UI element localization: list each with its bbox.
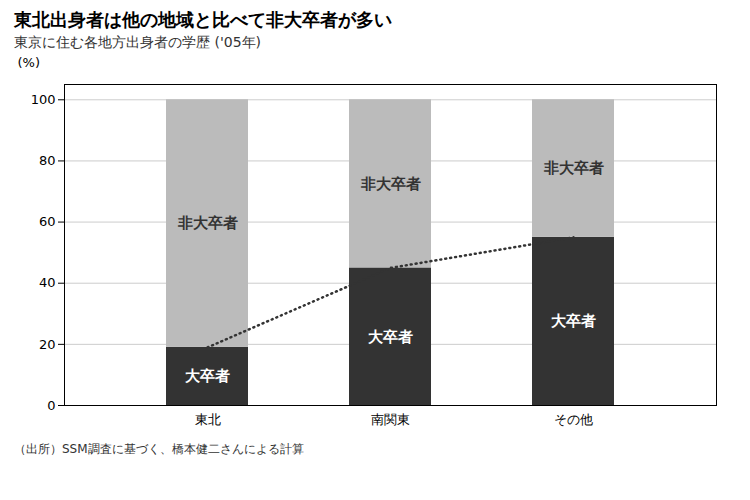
html-text:東京に住む各地方出身者の学歴 ('05年): 東京に住む各地方出身者の学歴 ('05年) [14, 34, 261, 50]
svg-text:非大卒者: 非大卒者 [543, 159, 604, 177]
svg-text:東北: 東北 [195, 412, 221, 427]
svg-text:(%): (%) [18, 55, 41, 70]
svg-text:大卒者: 大卒者 [368, 328, 413, 346]
svg-text:大卒者: 大卒者 [551, 312, 596, 330]
svg-text:その他: その他 [554, 412, 593, 427]
svg-text:100: 100 [31, 92, 56, 107]
svg-text:60: 60 [39, 214, 56, 229]
svg-text:非大卒者: 非大卒者 [360, 175, 421, 193]
html-text:東北出身者は他の地域と比べて非大卒者が多い: 東北出身者は他の地域と比べて非大卒者が多い [14, 9, 392, 30]
svg-text:40: 40 [39, 275, 56, 290]
svg-text:非大卒者: 非大卒者 [177, 214, 238, 232]
html-text:（出所）SSM調査に基づく、橋本健二さんによる計算: （出所）SSM調査に基づく、橋本健二さんによる計算 [14, 442, 304, 456]
svg-text:80: 80 [39, 153, 56, 168]
svg-text:0: 0 [47, 398, 55, 413]
svg-text:20: 20 [39, 337, 56, 352]
svg-text:南関東: 南関東 [371, 412, 410, 427]
svg-text:大卒者: 大卒者 [185, 367, 230, 385]
